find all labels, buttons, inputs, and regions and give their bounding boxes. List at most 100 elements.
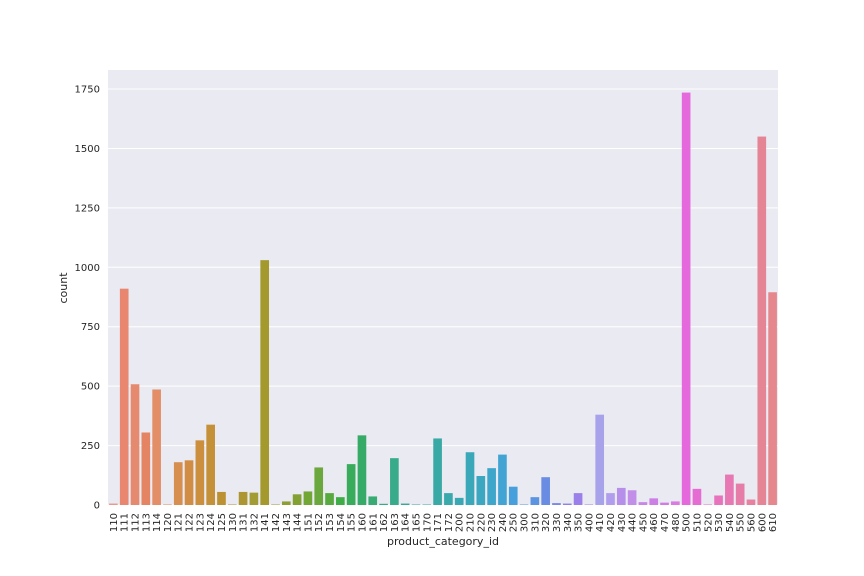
bar-330 [552, 503, 561, 505]
x-tick-label: 210 [466, 513, 477, 532]
bar-340 [562, 503, 572, 505]
x-tick-label: 300 [520, 513, 531, 532]
bar-220 [476, 476, 486, 505]
x-tick-label: 250 [509, 513, 520, 532]
x-tick-label: 330 [552, 513, 563, 532]
x-tick-label: 112 [131, 513, 142, 532]
x-tick-label: 131 [239, 513, 250, 532]
bar-480 [671, 501, 680, 505]
x-tick-label: 610 [768, 513, 779, 532]
bar-172 [444, 493, 453, 505]
x-tick-label: 530 [714, 513, 725, 532]
y-axis-label: count [57, 272, 70, 304]
x-tick-label: 240 [498, 513, 509, 532]
bar-151 [303, 491, 313, 505]
x-tick-label: 142 [271, 513, 282, 532]
x-tick-label: 500 [682, 513, 693, 532]
y-tick-labels: 0 250 500 750 1000 1250 1500 1750 [75, 85, 100, 512]
y-tick-label: 500 [81, 382, 100, 393]
bar-163 [390, 458, 399, 505]
bar-161 [368, 496, 378, 505]
x-tick-label: 170 [422, 513, 433, 532]
x-tick-label: 144 [293, 513, 304, 532]
x-tick-label: 600 [757, 513, 768, 532]
bar-440 [627, 490, 637, 505]
x-tick-label: 155 [347, 513, 358, 532]
x-tick-label: 130 [228, 513, 239, 532]
x-tick-label: 132 [249, 513, 260, 532]
bar-350 [573, 493, 583, 505]
bar-210 [465, 452, 475, 505]
y-tick-label: 1750 [75, 85, 100, 96]
x-tick-label: 420 [606, 513, 617, 532]
x-tick-label: 111 [120, 513, 131, 532]
x-tick-label: 350 [574, 513, 585, 532]
x-tick-label: 540 [725, 513, 736, 532]
bar-154 [336, 497, 345, 505]
x-tick-label: 122 [185, 513, 196, 532]
plot-background [108, 70, 778, 505]
bar-111 [119, 288, 129, 505]
bar-230 [487, 468, 496, 505]
x-axis-label: product_category_id [387, 535, 499, 548]
bar-600 [757, 136, 767, 505]
x-tick-label: 114 [152, 513, 163, 532]
bar-250 [508, 486, 518, 505]
x-tick-label: 410 [595, 513, 606, 532]
bar-113 [141, 432, 151, 505]
bar-160 [357, 435, 367, 505]
x-tick-label: 230 [487, 513, 498, 532]
x-tick-label: 480 [671, 513, 682, 532]
bars [109, 92, 777, 505]
x-tick-label: 340 [563, 513, 574, 532]
x-tick-labels: 110 111 112 113 114 120 121 122 123 124 125 130 131 1… [109, 513, 779, 532]
bar-540 [725, 474, 734, 505]
x-tick-label: 110 [109, 513, 120, 532]
x-tick-label: 560 [746, 513, 757, 532]
bar-121 [173, 462, 183, 505]
x-tick-label: 120 [163, 513, 174, 532]
y-tick-label: 1000 [75, 263, 100, 274]
bar-155 [346, 464, 356, 505]
bar-164 [400, 503, 410, 505]
x-tick-label: 165 [411, 513, 422, 532]
x-tick-label: 440 [628, 513, 639, 532]
x-tick-label: 163 [390, 513, 401, 532]
x-tick-label: 320 [541, 513, 552, 532]
bar-320 [541, 477, 550, 505]
bar-144 [292, 494, 302, 505]
bar-500 [681, 92, 691, 505]
bar-141 [260, 260, 270, 505]
bar-460 [649, 498, 659, 505]
x-tick-label: 141 [260, 513, 271, 532]
bar-143 [281, 501, 291, 505]
x-tick-label: 450 [638, 513, 649, 532]
x-tick-label: 460 [649, 513, 660, 532]
x-tick-label: 430 [617, 513, 628, 532]
x-tick-label: 153 [325, 513, 336, 532]
x-tick-label: 510 [692, 513, 703, 532]
bar-132 [249, 492, 259, 505]
bar-114 [152, 389, 161, 505]
bar-123 [195, 440, 205, 505]
bar-125 [217, 491, 226, 505]
x-tick-label: 172 [444, 513, 455, 532]
x-tick-label: 162 [379, 513, 390, 532]
x-tick-label: 123 [195, 513, 206, 532]
x-tick-label: 200 [455, 513, 466, 532]
bar-131 [238, 491, 248, 505]
x-tick-label: 310 [530, 513, 541, 532]
bar-510 [692, 488, 702, 505]
x-tick-label: 220 [476, 513, 487, 532]
bar-124 [206, 424, 215, 505]
bar-153 [325, 493, 334, 505]
bar-112 [130, 384, 140, 505]
bar-162 [379, 503, 388, 505]
y-tick-label: 750 [81, 322, 100, 333]
y-tick-label: 250 [81, 441, 100, 452]
x-tick-label: 171 [433, 513, 444, 532]
x-tick-label: 400 [584, 513, 595, 532]
x-tick-label: 124 [206, 513, 217, 532]
x-tick-label: 470 [660, 513, 671, 532]
